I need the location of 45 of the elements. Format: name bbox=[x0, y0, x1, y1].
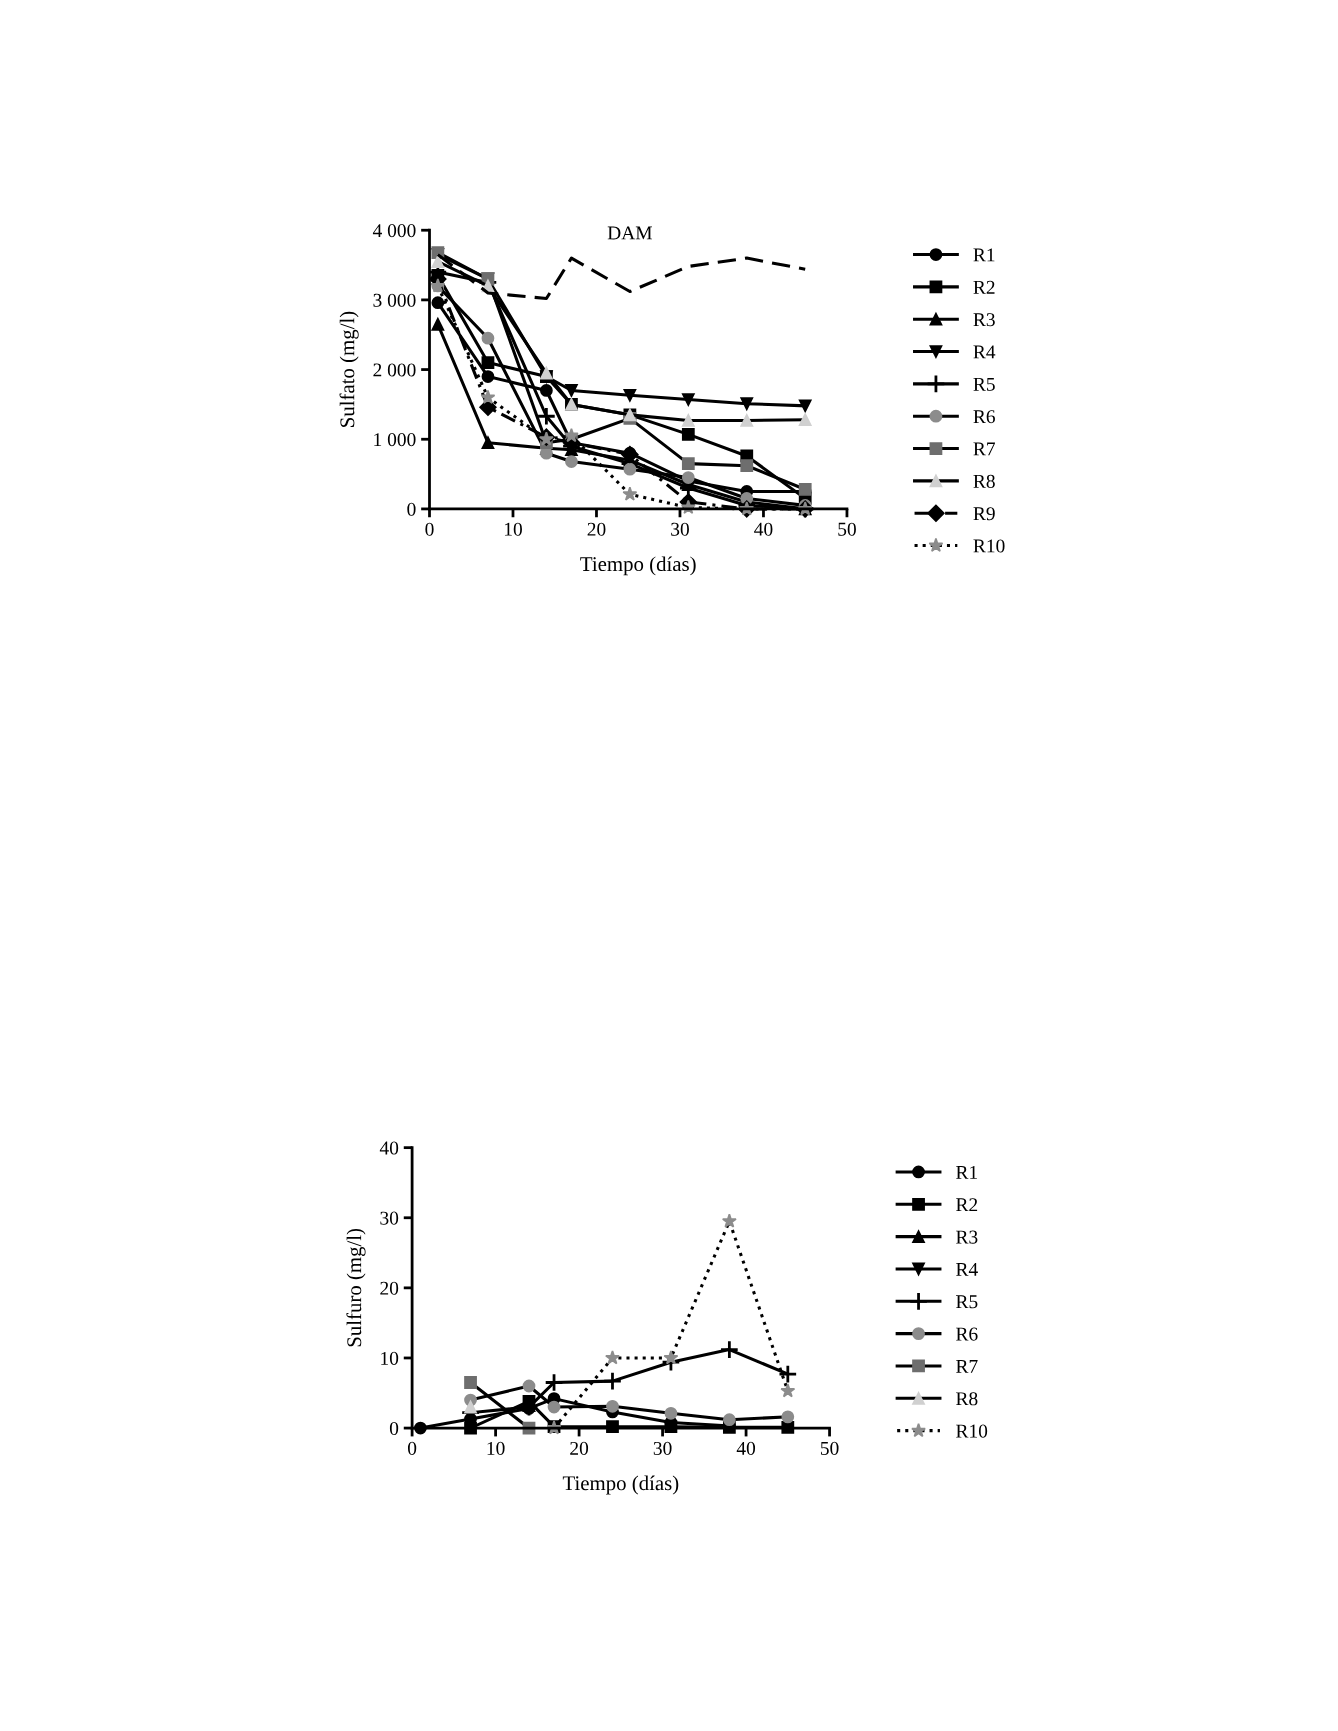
legend-label: R1 bbox=[956, 1165, 978, 1179]
x-tick-label: 40 bbox=[754, 522, 773, 536]
legend-label: R10 bbox=[956, 1424, 988, 1438]
x-tick-label: 10 bbox=[504, 522, 522, 536]
y-axis-title: Sulfato (mg/l) bbox=[339, 311, 359, 427]
legend-label: R7 bbox=[973, 442, 996, 456]
legend-label: R9 bbox=[973, 507, 995, 521]
x-axis-title: Tiempo (días) bbox=[562, 1475, 679, 1495]
legend-label: R7 bbox=[956, 1360, 978, 1373]
x-tick-label: 20 bbox=[587, 522, 606, 536]
legend-label: R1 bbox=[973, 248, 995, 262]
legend-label: R5 bbox=[973, 377, 995, 391]
y-tick-label: 0 bbox=[389, 1421, 399, 1436]
x-tick-label: 50 bbox=[838, 522, 856, 536]
y-tick-label: 20 bbox=[380, 1281, 399, 1295]
legend-label: R6 bbox=[956, 1327, 978, 1341]
y-tick-label: 40 bbox=[379, 1141, 399, 1155]
legend-label: R2 bbox=[956, 1198, 978, 1212]
series-label: DAM bbox=[607, 226, 652, 240]
x-tick-label: 20 bbox=[570, 1441, 589, 1455]
legend-label: R3 bbox=[956, 1230, 978, 1244]
legend-label: R6 bbox=[973, 410, 995, 424]
legend-label: R2 bbox=[973, 280, 995, 294]
legend-label: R10 bbox=[973, 539, 1005, 553]
x-tick-label: 30 bbox=[671, 522, 689, 536]
x-tick-label: 10 bbox=[487, 1441, 505, 1455]
y-tick-label: 2 000 bbox=[373, 363, 416, 377]
legend-label: R4 bbox=[956, 1262, 978, 1276]
y-axis-title: Sulfuro (mg/l) bbox=[346, 1228, 366, 1347]
y-tick-label: 4 000 bbox=[372, 224, 416, 238]
x-axis-title: Tiempo (días) bbox=[580, 556, 696, 576]
legend-label: R8 bbox=[956, 1392, 978, 1406]
y-tick-label: 30 bbox=[380, 1211, 399, 1225]
legend-label: R5 bbox=[956, 1295, 978, 1309]
y-tick-label: 10 bbox=[381, 1351, 399, 1365]
y-tick-label: 3 000 bbox=[373, 293, 416, 307]
legend-label: R8 bbox=[973, 474, 995, 488]
y-tick-label: 0 bbox=[407, 502, 416, 516]
x-tick-label: 30 bbox=[653, 1441, 672, 1455]
legend-label: R3 bbox=[973, 313, 995, 327]
x-tick-label: 40 bbox=[736, 1441, 756, 1455]
x-tick-label: 0 bbox=[425, 522, 434, 536]
legend-label: R4 bbox=[973, 345, 996, 359]
y-tick-label: 1 000 bbox=[374, 433, 416, 447]
x-tick-label: 50 bbox=[820, 1441, 839, 1455]
